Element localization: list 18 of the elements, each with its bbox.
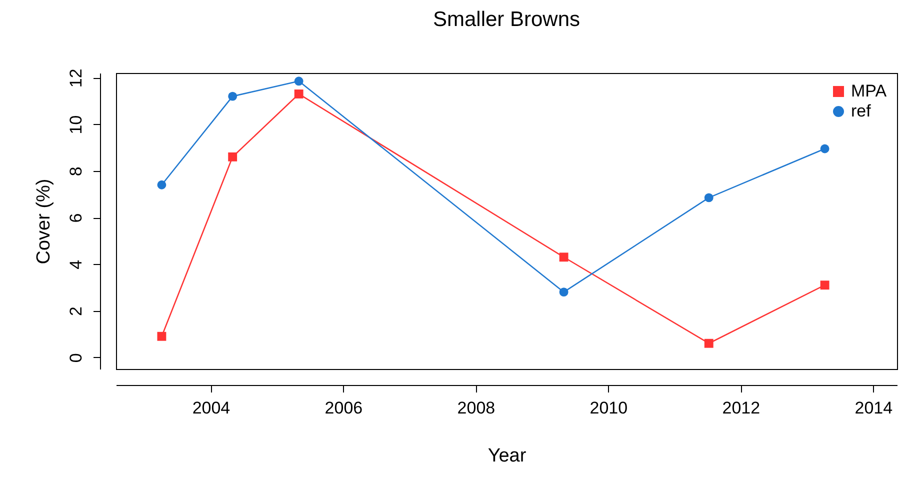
y-tick-label: 10 — [66, 115, 86, 134]
y-tick-label: 0 — [66, 353, 86, 363]
x-tick-label: 2014 — [854, 398, 893, 418]
y-axis-title: Cover (%) — [34, 178, 54, 264]
chart-title: Smaller Browns — [432, 8, 580, 32]
x-axis-title: Year — [488, 446, 527, 466]
y-tick-label: 8 — [66, 166, 86, 176]
x-tick-label: 2008 — [457, 398, 496, 418]
legend-label: MPA — [851, 82, 888, 100]
y-tick-label: 6 — [66, 213, 86, 223]
legend-label: ref — [851, 102, 872, 120]
y-tick-label: 4 — [66, 260, 86, 270]
x-tick-label: 2010 — [590, 398, 628, 418]
y-tick-label: 2 — [66, 306, 86, 316]
y-tick-label: 12 — [66, 68, 86, 88]
x-tick-label: 2004 — [192, 398, 230, 418]
x-tick-label: 2012 — [722, 398, 760, 418]
x-tick-label: 2006 — [324, 398, 363, 418]
